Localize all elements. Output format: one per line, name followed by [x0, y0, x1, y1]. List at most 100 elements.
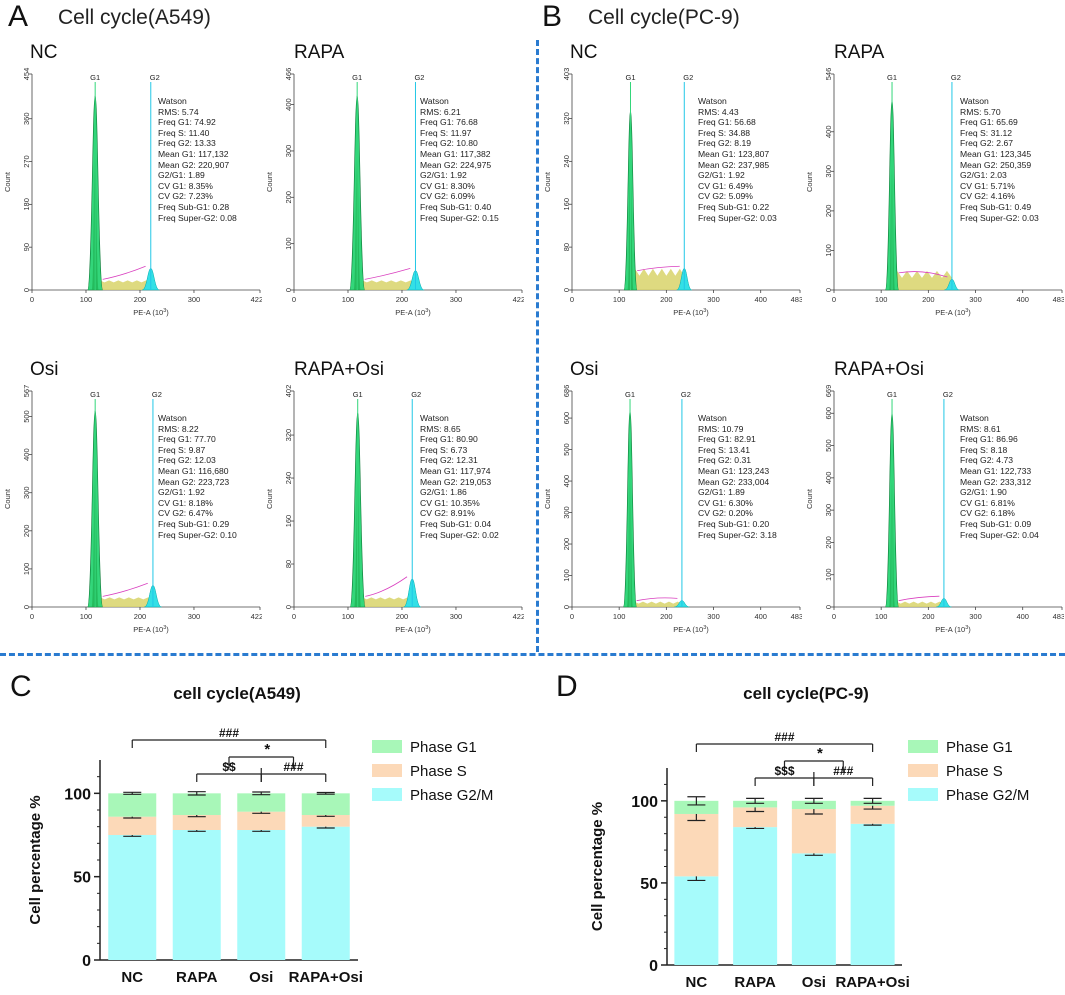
y-tick-label: 600: [824, 407, 833, 420]
watson-stat-line: Mean G2: 233,312: [960, 476, 1032, 487]
watson-stat-line: Freq Super-G2: 3.18: [698, 529, 777, 540]
x-tick-label: 400: [754, 612, 767, 621]
legend-item: Phase S: [372, 763, 467, 780]
legend-swatch: [908, 740, 938, 753]
significance-bracket: ###: [131, 726, 327, 748]
histogram-title: RAPA: [294, 42, 345, 63]
histogram-a549-rapa: RAPA 0 100 200 300 400 466 0 100 200 300 422.3 Count…: [262, 38, 524, 328]
watson-stat-line: Mean G2: 233,004: [698, 476, 770, 487]
g1-marker-label: G1: [353, 390, 363, 399]
watson-stat-line: Freq G2: 13.33: [158, 138, 216, 149]
fit-curve: [898, 271, 948, 278]
x-axis-label: PE-A (103): [935, 625, 971, 634]
watson-stat-line: Mean G2: 220,907: [158, 159, 230, 170]
g2-marker-label: G2: [681, 390, 691, 399]
watson-stat-line: CV G1: 6.81%: [960, 497, 1015, 508]
legend-label: Phase G1: [946, 739, 1013, 756]
watson-stat-line: G2/G1: 1.90: [960, 487, 1007, 498]
panel-a-letter: A: [8, 0, 29, 33]
bar-segment-phase-g2/m: [850, 823, 895, 965]
y-tick-label: 270: [22, 155, 31, 168]
histogram-plot: 0 90 180 270 360 454 0 100 200 300 422.3 Count PE-A …: [3, 68, 262, 317]
watson-stat-line: CV G2: 6.47%: [158, 508, 213, 519]
x-tick-label: 100: [80, 295, 93, 304]
watson-stat-line: Watson: [698, 96, 727, 106]
watson-stat-line: CV G1: 8.35%: [158, 180, 213, 191]
histogram-a549-osi: Osi 0 100 200 300 400 500 567 0 100 200 300 422.3 Cou…: [0, 355, 262, 645]
y-tick-label: 686: [562, 385, 571, 398]
y-tick-label: 100: [824, 568, 833, 581]
g1-marker-label: G1: [625, 73, 635, 82]
histogram-plot: 0 100 200 300 400 500 567 0 100 200 300 422.3 Count P…: [3, 385, 262, 634]
watson-stat-line: Freq S: 34.88: [698, 127, 751, 138]
x-tick-label: 200: [660, 295, 673, 304]
significance-bracket: ###: [813, 764, 874, 786]
significance-bracket: *: [228, 741, 295, 774]
y-tick-label: 567: [22, 385, 31, 398]
x-axis-label: PE-A (103): [395, 625, 431, 634]
bar-segment-phase-s: [674, 813, 719, 877]
s-phase-area: [892, 270, 952, 290]
y-tick-label: 403: [562, 68, 571, 81]
histogram-a549-nc: NC 0 90 180 270 360 454 0 100 200 300 422.3 Count PE-…: [0, 38, 262, 328]
watson-stat-line: Freq S: 13.41: [698, 444, 751, 455]
watson-stat-line: RMS: 8.22: [158, 423, 199, 434]
y-axis-label: Count: [543, 488, 552, 509]
histogram-title: RAPA+Osi: [294, 359, 384, 380]
x-tick-label: 483.3: [1053, 612, 1064, 621]
watson-stat-line: Freq Sub-G1: 0.22: [698, 201, 770, 212]
x-tick-label: 0: [292, 612, 296, 621]
watson-stat-line: Freq Sub-G1: 0.29: [158, 518, 230, 529]
histogram-pc9-rapa-osi: RAPA+Osi 0 100 200 300 400 500 600 669 0 100 200 300…: [802, 355, 1064, 645]
significance-label: ###: [283, 760, 303, 774]
significance-bracket: *: [783, 745, 844, 778]
y-tick-label: 50: [73, 870, 91, 887]
x-tick-label: NC: [686, 974, 708, 991]
y-tick-label: 400: [22, 448, 31, 461]
watson-stat-line: RMS: 4.43: [698, 106, 739, 117]
y-tick-label: 500: [824, 439, 833, 452]
watson-stat-line: Freq Super-G2: 0.02: [420, 529, 499, 540]
watson-stat-line: Watson: [158, 96, 187, 106]
g1-marker-label: G1: [625, 390, 635, 399]
x-tick-label: 483.3: [791, 295, 802, 304]
y-tick-label: 300: [22, 486, 31, 499]
watson-stat-line: RMS: 8.61: [960, 423, 1001, 434]
watson-stat-line: Freq Sub-G1: 0.20: [698, 518, 770, 529]
bar-segment-phase-g1: [301, 793, 350, 815]
y-tick-label: 0: [22, 605, 31, 609]
watson-stat-line: Freq Sub-G1: 0.49: [960, 201, 1032, 212]
bar-segment-phase-s: [172, 815, 221, 830]
error-bar: [746, 797, 765, 804]
g1-marker-label: G1: [90, 73, 100, 82]
x-tick-label: RAPA+Osi: [835, 974, 909, 991]
significance-label: *: [817, 745, 823, 762]
y-tick-label: 320: [562, 112, 571, 125]
x-tick-label: 300: [969, 295, 982, 304]
legend-label: Phase G2/M: [410, 787, 493, 804]
y-tick-label: 500: [22, 410, 31, 423]
watson-stat-line: Watson: [420, 413, 449, 423]
x-tick-label: 483.3: [791, 612, 802, 621]
watson-stat-line: Freq Sub-G1: 0.04: [420, 518, 492, 529]
bar-segment-phase-s: [237, 811, 286, 830]
y-tick-label: 0: [649, 958, 658, 975]
x-axis-label: PE-A (103): [133, 625, 169, 634]
x-tick-label: 100: [342, 295, 355, 304]
histogram-title: NC: [30, 42, 58, 63]
watson-stat-line: Mean G2: 250,359: [960, 159, 1032, 170]
y-tick-label: 300: [824, 165, 833, 178]
y-tick-label: 0: [284, 288, 293, 292]
x-tick-label: 0: [832, 612, 836, 621]
legend-swatch: [372, 764, 402, 777]
x-tick-label: 422.3: [251, 295, 262, 304]
y-tick-label: 200: [22, 525, 31, 538]
histogram-title: RAPA: [834, 42, 885, 63]
x-tick-label: 400: [1016, 612, 1029, 621]
x-tick-label: 200: [134, 612, 147, 621]
x-tick-label: 300: [450, 295, 463, 304]
y-tick-label: 300: [824, 504, 833, 517]
y-tick-label: 546: [824, 68, 833, 81]
legend-swatch: [908, 788, 938, 801]
x-tick-label: 100: [875, 612, 888, 621]
